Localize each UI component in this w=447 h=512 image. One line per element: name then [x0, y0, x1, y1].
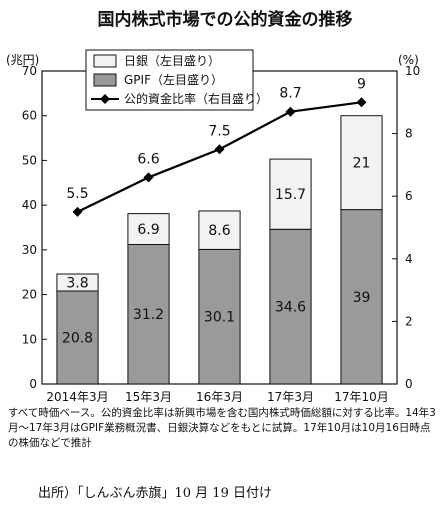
ratio-point	[143, 172, 154, 183]
x-tick-label: 2014年3月	[46, 390, 108, 404]
right-tick-label: 2	[405, 314, 413, 328]
bar-gpif-label: 34.6	[275, 300, 306, 316]
bar-boj	[269, 158, 312, 230]
bar-boj	[56, 273, 99, 292]
left-tick-label: 20	[22, 288, 37, 302]
bar-boj-label: 6.9	[137, 222, 159, 238]
bar-boj	[198, 210, 241, 250]
left-tick-label: 0	[29, 377, 37, 391]
legend: 日銀（左目盛り） GPIF（左目盛り） 公的資金比率（右目盛り）	[85, 49, 268, 111]
ratio-label: 5.5	[66, 186, 88, 202]
ratio-label: 8.7	[279, 86, 301, 102]
legend-label: GPIF（左目盛り）	[124, 72, 223, 87]
bar-boj-label: 21	[353, 156, 371, 172]
ratio-line	[77, 101, 362, 213]
right-axis-unit: (%)	[398, 53, 419, 67]
x-tick-label: 17年3月	[267, 390, 314, 404]
chart-title: 国内株式市場での公的資金の推移	[98, 9, 353, 30]
ratio-label: 9	[357, 76, 366, 92]
x-tick-label: 17年10月	[334, 390, 389, 404]
left-tick-label: 40	[22, 198, 37, 212]
left-tick-label: 50	[22, 153, 37, 167]
ratio-point	[72, 206, 83, 217]
bar-gpif	[269, 228, 312, 385]
left-tick-label: 30	[22, 243, 37, 257]
ratio-point	[214, 144, 225, 155]
legend-label: 日銀（左目盛り）	[124, 53, 220, 68]
right-tick-label: 8	[405, 127, 413, 141]
x-tick-label: 15年3月	[125, 390, 172, 404]
left-tick-label: 10	[22, 332, 37, 346]
bar-gpif	[340, 209, 383, 385]
bar-boj	[340, 115, 383, 211]
bar-gpif-label: 31.2	[133, 307, 164, 323]
right-tick-label: 0	[405, 377, 413, 391]
bar-gpif-label: 39	[353, 290, 371, 306]
source-credit: 出所）「しんぶん赤旗」10 月 19 日付け	[38, 486, 272, 501]
left-axis-unit: (兆円)	[6, 53, 39, 67]
legend-swatch	[93, 54, 117, 68]
chart-note: すべて時価ベース。公的資金比率は新興市場を含む国内株式時価総額に対する比率。14…	[8, 407, 436, 449]
bar-boj-label: 8.6	[208, 223, 230, 239]
ratio-point	[285, 106, 296, 117]
bar-gpif	[56, 290, 99, 385]
left-tick-label: 60	[22, 109, 37, 123]
bar-boj	[127, 213, 170, 245]
legend-swatch	[93, 73, 117, 87]
plot-area: 0 10 20 30 40 50 60 70 0 2 4 6 8 10 20.8 3.8 2014年3月 31.2…	[22, 64, 421, 404]
left-tick-label: 70	[22, 64, 37, 78]
chart: 国内株式市場での公的資金の推移 (兆円) (%) 010203040506070…	[6, 9, 421, 404]
bar-boj-label: 15.7	[275, 187, 306, 203]
bar-gpif	[198, 248, 241, 385]
legend-marker	[100, 94, 110, 104]
bar-gpif	[127, 243, 170, 385]
ratio-label: 7.5	[208, 123, 230, 139]
ratio-label: 6.6	[137, 151, 159, 167]
right-tick-label: 10	[405, 64, 420, 78]
x-tick-label: 16年3月	[196, 390, 243, 404]
bar-gpif-label: 20.8	[62, 330, 93, 346]
legend-label: 公的資金比率（右目盛り）	[124, 91, 268, 106]
right-tick-label: 4	[405, 252, 413, 266]
ratio-point	[356, 97, 367, 108]
bar-boj-label: 3.8	[66, 275, 88, 291]
bar-gpif-label: 30.1	[204, 310, 235, 326]
right-tick-label: 6	[405, 189, 413, 203]
